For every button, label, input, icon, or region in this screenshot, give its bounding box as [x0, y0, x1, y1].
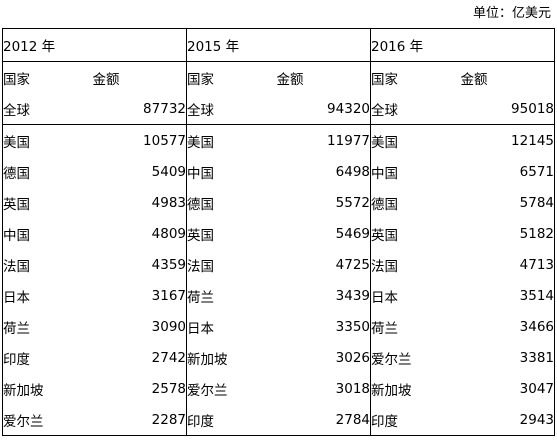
amount-cell: 3018 [276, 373, 371, 404]
amount-cell: 10577 [92, 124, 187, 156]
country-cell: 英国 [371, 227, 398, 244]
global-value: 94320 [276, 93, 371, 125]
amount-cell: 12145 [460, 124, 555, 156]
amount-cell: 3381 [460, 342, 555, 373]
unit-label: 单位：亿美元 [472, 6, 551, 21]
table-row: 德国 5409 中国 6498 中国 6571 [2, 156, 555, 187]
country-cell: 爱尔兰 [2, 404, 93, 436]
country-cell: 英国 [187, 227, 214, 244]
global-label: 全球 [186, 93, 277, 125]
amount-cell: 4359 [92, 249, 187, 280]
amount-cell: 2742 [92, 342, 187, 373]
country-cell: 德国 [371, 196, 398, 213]
country-cell: 中国 [187, 165, 214, 182]
country-cell: 荷兰 [371, 320, 398, 337]
country-cell: 印度 [370, 404, 461, 436]
table-row: 中国 4809 英国 5469 英国 5182 [2, 218, 555, 249]
amount-cell: 3439 [276, 280, 371, 311]
global-value: 87732 [92, 93, 187, 125]
country-cell: 印度 [2, 342, 93, 373]
country-cell: 新加坡 [371, 382, 412, 399]
table-row: 美国 10577 美国 11977 美国 12145 [2, 124, 555, 156]
amount-cell: 4983 [92, 187, 187, 218]
country-cell: 英国 [2, 187, 93, 218]
country-header: 国家 [371, 71, 398, 88]
amount-cell: 11977 [276, 124, 371, 156]
year-header-row: 2012 年 2015 年 2016 年 [2, 28, 555, 62]
year-header-2012: 2012 年 [2, 28, 187, 62]
amount-cell: 3350 [276, 311, 371, 342]
amount-cell: 2784 [276, 404, 371, 436]
global-label: 全球 [2, 93, 93, 125]
amount-cell: 5469 [276, 218, 371, 249]
amount-header: 金额 [276, 61, 371, 93]
amount-cell: 5784 [460, 187, 555, 218]
country-cell: 中国 [2, 218, 93, 249]
amount-cell: 2287 [92, 404, 187, 436]
amount-cell: 3026 [276, 342, 371, 373]
table-row: 新加坡 2578 爱尔兰 3018 新加坡 3047 [2, 373, 555, 404]
country-cell: 新加坡 [187, 351, 228, 368]
amount-cell: 5409 [92, 156, 187, 187]
table-row: 日本 3167 荷兰 3439 日本 3514 [2, 280, 555, 311]
country-cell: 荷兰 [187, 289, 214, 306]
country-cell: 法国 [371, 258, 398, 275]
amount-cell: 3514 [460, 280, 555, 311]
country-cell: 日本 [371, 289, 398, 306]
country-cell: 德国 [2, 156, 93, 187]
country-cell: 日本 [187, 320, 214, 337]
table-row: 法国 4359 法国 4725 法国 4713 [2, 249, 555, 280]
country-header: 国家 [2, 61, 93, 93]
amount-cell: 4809 [92, 218, 187, 249]
amount-cell: 3090 [92, 311, 187, 342]
country-cell: 法国 [187, 258, 214, 275]
global-label: 全球 [370, 93, 461, 125]
amount-cell: 3167 [92, 280, 187, 311]
amount-cell: 2578 [92, 373, 187, 404]
country-cell: 美国 [371, 134, 398, 151]
year-header-2015: 2015 年 [186, 28, 371, 62]
country-cell: 美国 [2, 124, 93, 156]
amount-header: 金额 [92, 61, 187, 93]
table-row: 荷兰 3090 日本 3350 荷兰 3466 [2, 311, 555, 342]
country-cell: 法国 [2, 249, 93, 280]
country-header: 国家 [187, 71, 214, 88]
amount-cell: 2943 [460, 404, 555, 436]
amount-cell: 5572 [276, 187, 371, 218]
country-cell: 爱尔兰 [187, 382, 228, 399]
country-cell: 德国 [187, 196, 214, 213]
country-cell: 新加坡 [2, 373, 93, 404]
country-cell: 中国 [371, 165, 398, 182]
amount-header: 金额 [460, 61, 555, 93]
country-cell: 爱尔兰 [371, 351, 412, 368]
country-cell: 荷兰 [2, 311, 93, 342]
table-row: 印度 2742 新加坡 3026 爱尔兰 3381 [2, 342, 555, 373]
global-row: 全球 87732 全球 94320 全球 95018 [2, 93, 555, 125]
country-cell: 日本 [2, 280, 93, 311]
amount-cell: 4713 [460, 249, 555, 280]
table-row: 爱尔兰 2287 印度 2784 印度 2943 [2, 404, 555, 436]
table-row: 英国 4983 德国 5572 德国 5784 [2, 187, 555, 218]
amount-cell: 5182 [460, 218, 555, 249]
global-value: 95018 [460, 93, 555, 125]
year-header-2016: 2016 年 [370, 28, 555, 62]
amount-cell: 6498 [276, 156, 371, 187]
amount-cell: 3466 [460, 311, 555, 342]
amount-cell: 6571 [460, 156, 555, 187]
country-cell: 美国 [187, 134, 214, 151]
ranking-table: 2012 年 2015 年 2016 年 国家 金额 国家 金额 国家 金额 全… [2, 28, 555, 436]
amount-cell: 4725 [276, 249, 371, 280]
amount-cell: 3047 [460, 373, 555, 404]
country-cell: 印度 [186, 404, 277, 436]
column-header-row: 国家 金额 国家 金额 国家 金额 [2, 61, 555, 93]
